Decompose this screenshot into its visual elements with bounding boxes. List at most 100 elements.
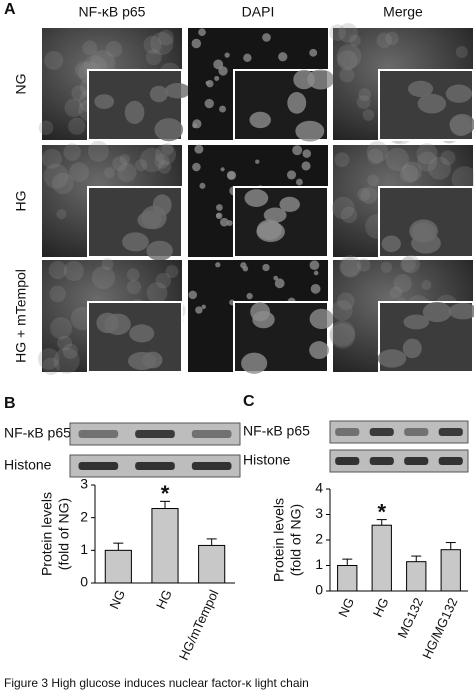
cell: [134, 159, 148, 172]
cell: [274, 278, 285, 289]
cell: [219, 105, 227, 113]
cell: [331, 299, 353, 321]
cell: [126, 268, 140, 281]
nucleus: [152, 194, 172, 216]
x-tick-label: MG132: [394, 595, 426, 640]
y-tick-label: 4: [315, 480, 323, 496]
cell: [362, 109, 375, 121]
cell: [42, 357, 60, 376]
panel-label: C: [243, 393, 255, 410]
blot-label: NF-κB p65: [4, 425, 71, 441]
x-tick-label: HG: [370, 595, 392, 619]
blot: [329, 449, 469, 473]
cell: [192, 162, 201, 172]
cell: [389, 286, 403, 299]
cell: [220, 167, 225, 172]
cell: [44, 50, 64, 70]
cell: [338, 23, 359, 43]
cell: [401, 255, 421, 274]
cell: [71, 85, 87, 101]
nucleus: [309, 341, 329, 360]
cell: [49, 285, 66, 303]
cell: [451, 166, 474, 193]
cell: [90, 50, 116, 76]
column-header: DAPI: [242, 4, 275, 20]
blot-band: [135, 462, 175, 470]
cell: [192, 119, 202, 129]
cell: [150, 31, 174, 56]
row-label: HG: [13, 191, 29, 212]
cell: [309, 48, 318, 57]
cell: [255, 159, 260, 164]
y-axis-label: (fold of NG): [288, 504, 304, 576]
cell: [329, 320, 356, 347]
cell: [213, 59, 224, 70]
cell: [188, 290, 198, 300]
cell: [262, 33, 271, 42]
panel-label: B: [4, 395, 16, 412]
cell: [349, 34, 361, 47]
cell: [455, 45, 468, 59]
cell: [417, 151, 438, 172]
bar: [406, 561, 427, 592]
cell: [399, 164, 419, 184]
cell: [161, 143, 174, 156]
y-tick-label: 1: [315, 556, 323, 572]
cell: [339, 67, 355, 83]
nucleus: [309, 308, 334, 330]
cell: [63, 143, 81, 161]
blot-label: NF-κB p65: [243, 423, 310, 439]
nucleus: [241, 352, 268, 374]
cell: [199, 182, 206, 189]
cell: [154, 153, 170, 169]
column-header: Merge: [383, 4, 423, 20]
row-label: HG + mTempol: [13, 269, 29, 363]
cell: [117, 162, 137, 183]
cell: [195, 306, 203, 314]
nucleus: [146, 240, 173, 261]
x-tick-label: NG: [106, 587, 128, 611]
cell: [52, 172, 74, 195]
cell: [296, 178, 303, 186]
y-tick-label: 2: [315, 531, 323, 547]
nucleus: [94, 94, 115, 109]
nucleus: [129, 324, 155, 343]
cell: [329, 24, 346, 41]
cell: [262, 263, 270, 272]
cell: [356, 95, 371, 110]
nucleus: [127, 351, 157, 371]
blot-label: Histone: [4, 457, 52, 473]
cell: [440, 150, 456, 166]
blot: [329, 420, 469, 444]
cell: [340, 257, 360, 277]
nucleus: [124, 100, 145, 124]
column-header: NF-κB p65: [79, 4, 146, 20]
blot-band: [404, 457, 429, 465]
cell: [194, 144, 204, 154]
cell: [428, 156, 451, 180]
panel-label: A: [4, 1, 16, 18]
cell: [43, 163, 69, 189]
nucleus: [164, 83, 191, 99]
cell: [278, 52, 288, 62]
nucleus: [402, 338, 422, 359]
cell: [53, 347, 80, 374]
cell: [57, 335, 73, 351]
blot-band: [135, 430, 175, 438]
cell: [329, 323, 356, 349]
cell: [38, 120, 54, 136]
x-tick-label: HG/mTempol: [176, 587, 222, 662]
cell: [155, 143, 177, 166]
cell: [91, 265, 116, 290]
nucleus: [449, 115, 472, 137]
cell: [334, 152, 350, 168]
cell: [104, 167, 115, 179]
cell: [337, 292, 355, 311]
blot-band: [404, 428, 429, 436]
cell: [393, 274, 412, 293]
cell: [191, 38, 202, 49]
nucleus: [381, 235, 401, 252]
cell: [69, 162, 90, 183]
cell: [337, 50, 358, 71]
